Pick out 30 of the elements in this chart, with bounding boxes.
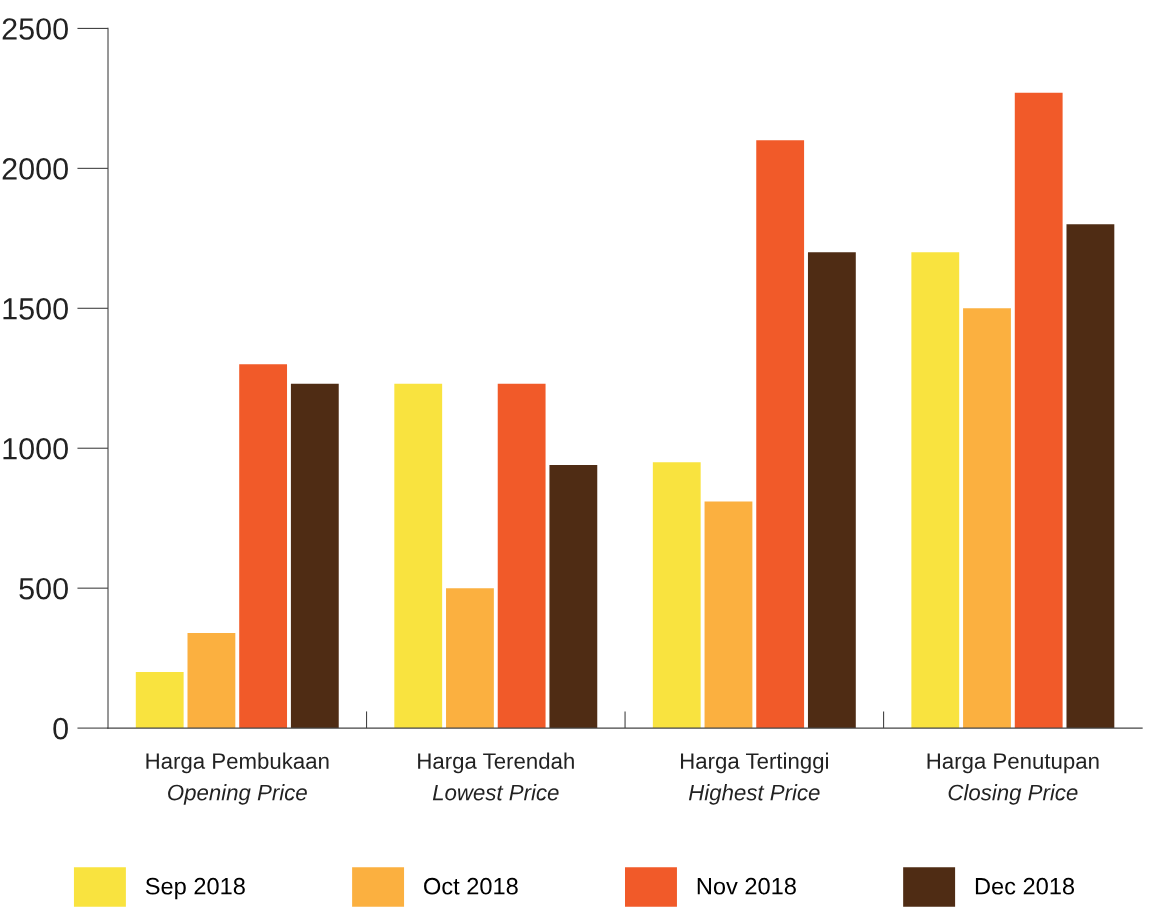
bar (394, 383, 443, 729)
bar (135, 672, 184, 729)
bar (446, 588, 494, 729)
y-tick-label: 1000 (3, 437, 68, 460)
y-tick-label: 2500 (2, 18, 68, 40)
x-tick-label: Harga Terendah Lowest Price (418, 752, 574, 801)
x-tick-label: Harga Tertinggi Highest Price (681, 752, 828, 805)
legend-label: Nov 2018 (697, 877, 796, 895)
y-tick-label: 2000 (2, 158, 68, 180)
legend-label: Sep 2018 (145, 877, 245, 900)
bar (239, 364, 288, 729)
y-tick-label: 1500 (3, 298, 68, 320)
bar (704, 501, 753, 729)
legend-label: Oct 2018 (424, 877, 518, 895)
bar (911, 252, 960, 729)
bar (756, 140, 805, 729)
bar (807, 252, 856, 729)
x-tick-label: Harga Penutupan Closing Price (927, 753, 1099, 805)
bar (1014, 92, 1063, 729)
y-tick-label: 0 (53, 717, 68, 740)
x-tick-label: Harga Pembukaan Opening Price (146, 752, 329, 805)
bar (963, 308, 1011, 729)
bar (549, 465, 598, 729)
bar (497, 383, 546, 729)
bar (1066, 224, 1115, 729)
bar (290, 383, 339, 729)
legend-label: Dec 2018 (975, 877, 1075, 895)
bar (187, 632, 236, 729)
y-tick-label: 500 (19, 577, 68, 600)
bar (652, 462, 701, 729)
